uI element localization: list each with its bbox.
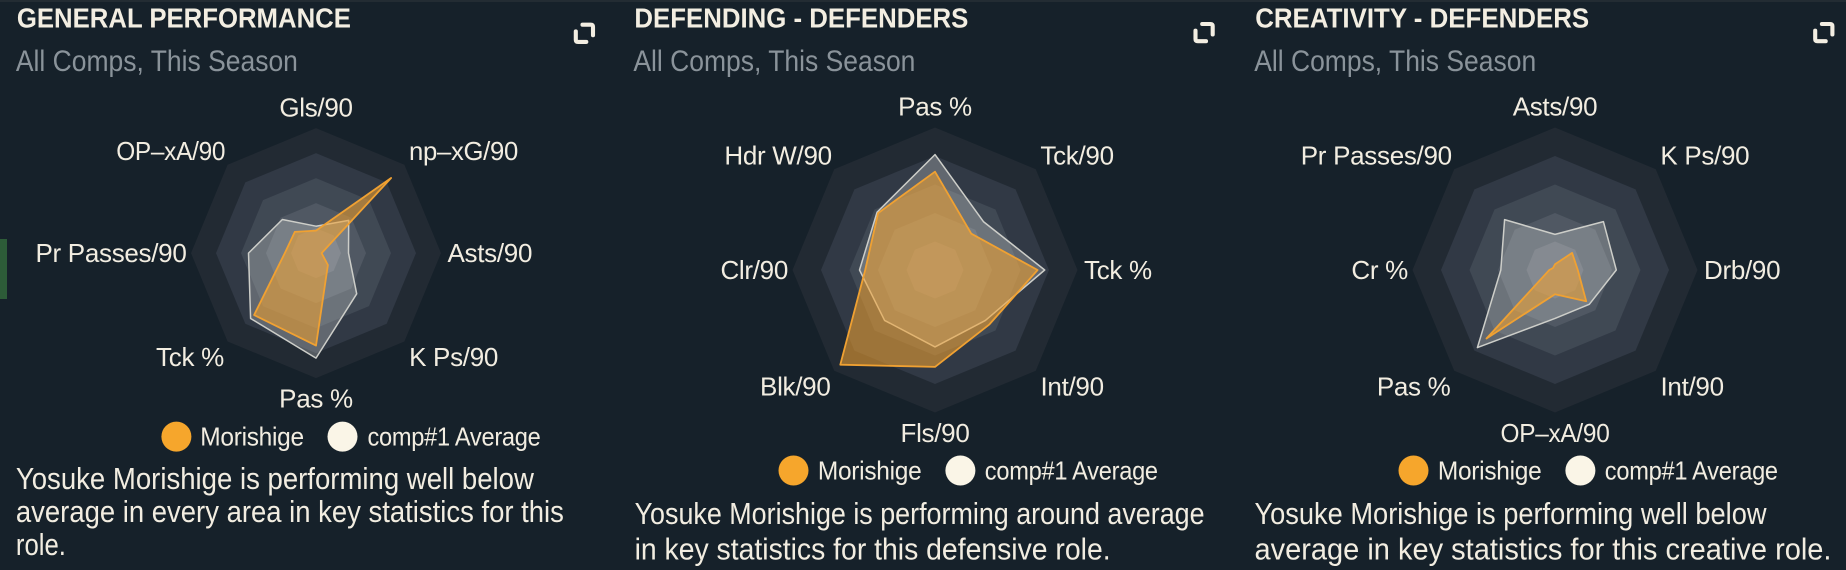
svg-text:All Comps, This Season: All Comps, This Season	[633, 45, 915, 78]
svg-text:comp#1 Average: comp#1 Average	[985, 455, 1158, 485]
svg-text:Pas %: Pas %	[898, 92, 972, 122]
svg-text:Gls/90: Gls/90	[279, 92, 352, 122]
svg-text:Yosuke Morishige is performing: Yosuke Morishige is performing well belo…	[16, 461, 535, 496]
svg-text:Cr %: Cr %	[1351, 255, 1408, 285]
svg-text:Fls/90: Fls/90	[900, 418, 969, 448]
svg-text:Tck/90: Tck/90	[1040, 141, 1113, 171]
svg-text:GENERAL PERFORMANCE: GENERAL PERFORMANCE	[17, 3, 351, 34]
svg-text:Drb/90: Drb/90	[1704, 255, 1780, 285]
svg-text:comp#1 Average: comp#1 Average	[1605, 455, 1778, 485]
svg-text:All Comps, This Season: All Comps, This Season	[16, 45, 298, 78]
svg-text:Hdr W/90: Hdr W/90	[724, 141, 831, 171]
svg-text:Asts/90: Asts/90	[1513, 92, 1598, 122]
svg-text:Yosuke Morishige is performing: Yosuke Morishige is performing well belo…	[1255, 496, 1768, 531]
svg-text:comp#1 Average: comp#1 Average	[368, 422, 541, 452]
svg-text:Morishige: Morishige	[200, 422, 303, 452]
svg-text:K Ps/90: K Ps/90	[409, 342, 498, 372]
svg-text:Yosuke Morishige is performing: Yosuke Morishige is performing around av…	[635, 496, 1205, 531]
svg-text:Clr/90: Clr/90	[720, 255, 788, 285]
svg-text:Tck %: Tck %	[156, 342, 224, 372]
svg-text:Pas %: Pas %	[279, 384, 353, 414]
svg-text:OP–xA/90: OP–xA/90	[1501, 418, 1610, 448]
svg-text:CREATIVITY - DEFENDERS: CREATIVITY - DEFENDERS	[1255, 3, 1589, 34]
svg-text:Asts/90: Asts/90	[448, 238, 533, 268]
svg-text:average in every area in key s: average in every area in key statistics …	[16, 494, 564, 529]
svg-text:role.: role.	[16, 527, 66, 562]
svg-text:average in key statistics for: average in key statistics for this creat…	[1255, 532, 1832, 567]
svg-text:K Ps/90: K Ps/90	[1660, 141, 1749, 171]
svg-text:Int/90: Int/90	[1041, 371, 1104, 401]
svg-text:All Comps, This Season: All Comps, This Season	[1254, 45, 1536, 78]
svg-text:Int/90: Int/90	[1661, 371, 1724, 401]
svg-text:OP–xA/90: OP–xA/90	[116, 136, 225, 166]
svg-text:Pr Passes/90: Pr Passes/90	[1301, 141, 1452, 171]
svg-text:Blk/90: Blk/90	[760, 371, 830, 401]
svg-text:Pr Passes/90: Pr Passes/90	[35, 238, 186, 268]
svg-text:in key statistics for this def: in key statistics for this defensive rol…	[635, 532, 1111, 567]
svg-text:Tck %: Tck %	[1084, 255, 1152, 285]
svg-text:Pas %: Pas %	[1377, 371, 1451, 401]
svg-text:DEFENDING - DEFENDERS: DEFENDING - DEFENDERS	[634, 3, 968, 34]
svg-text:Morishige: Morishige	[1438, 455, 1542, 485]
svg-text:Morishige: Morishige	[818, 455, 922, 485]
svg-text:np–xG/90: np–xG/90	[409, 136, 518, 166]
